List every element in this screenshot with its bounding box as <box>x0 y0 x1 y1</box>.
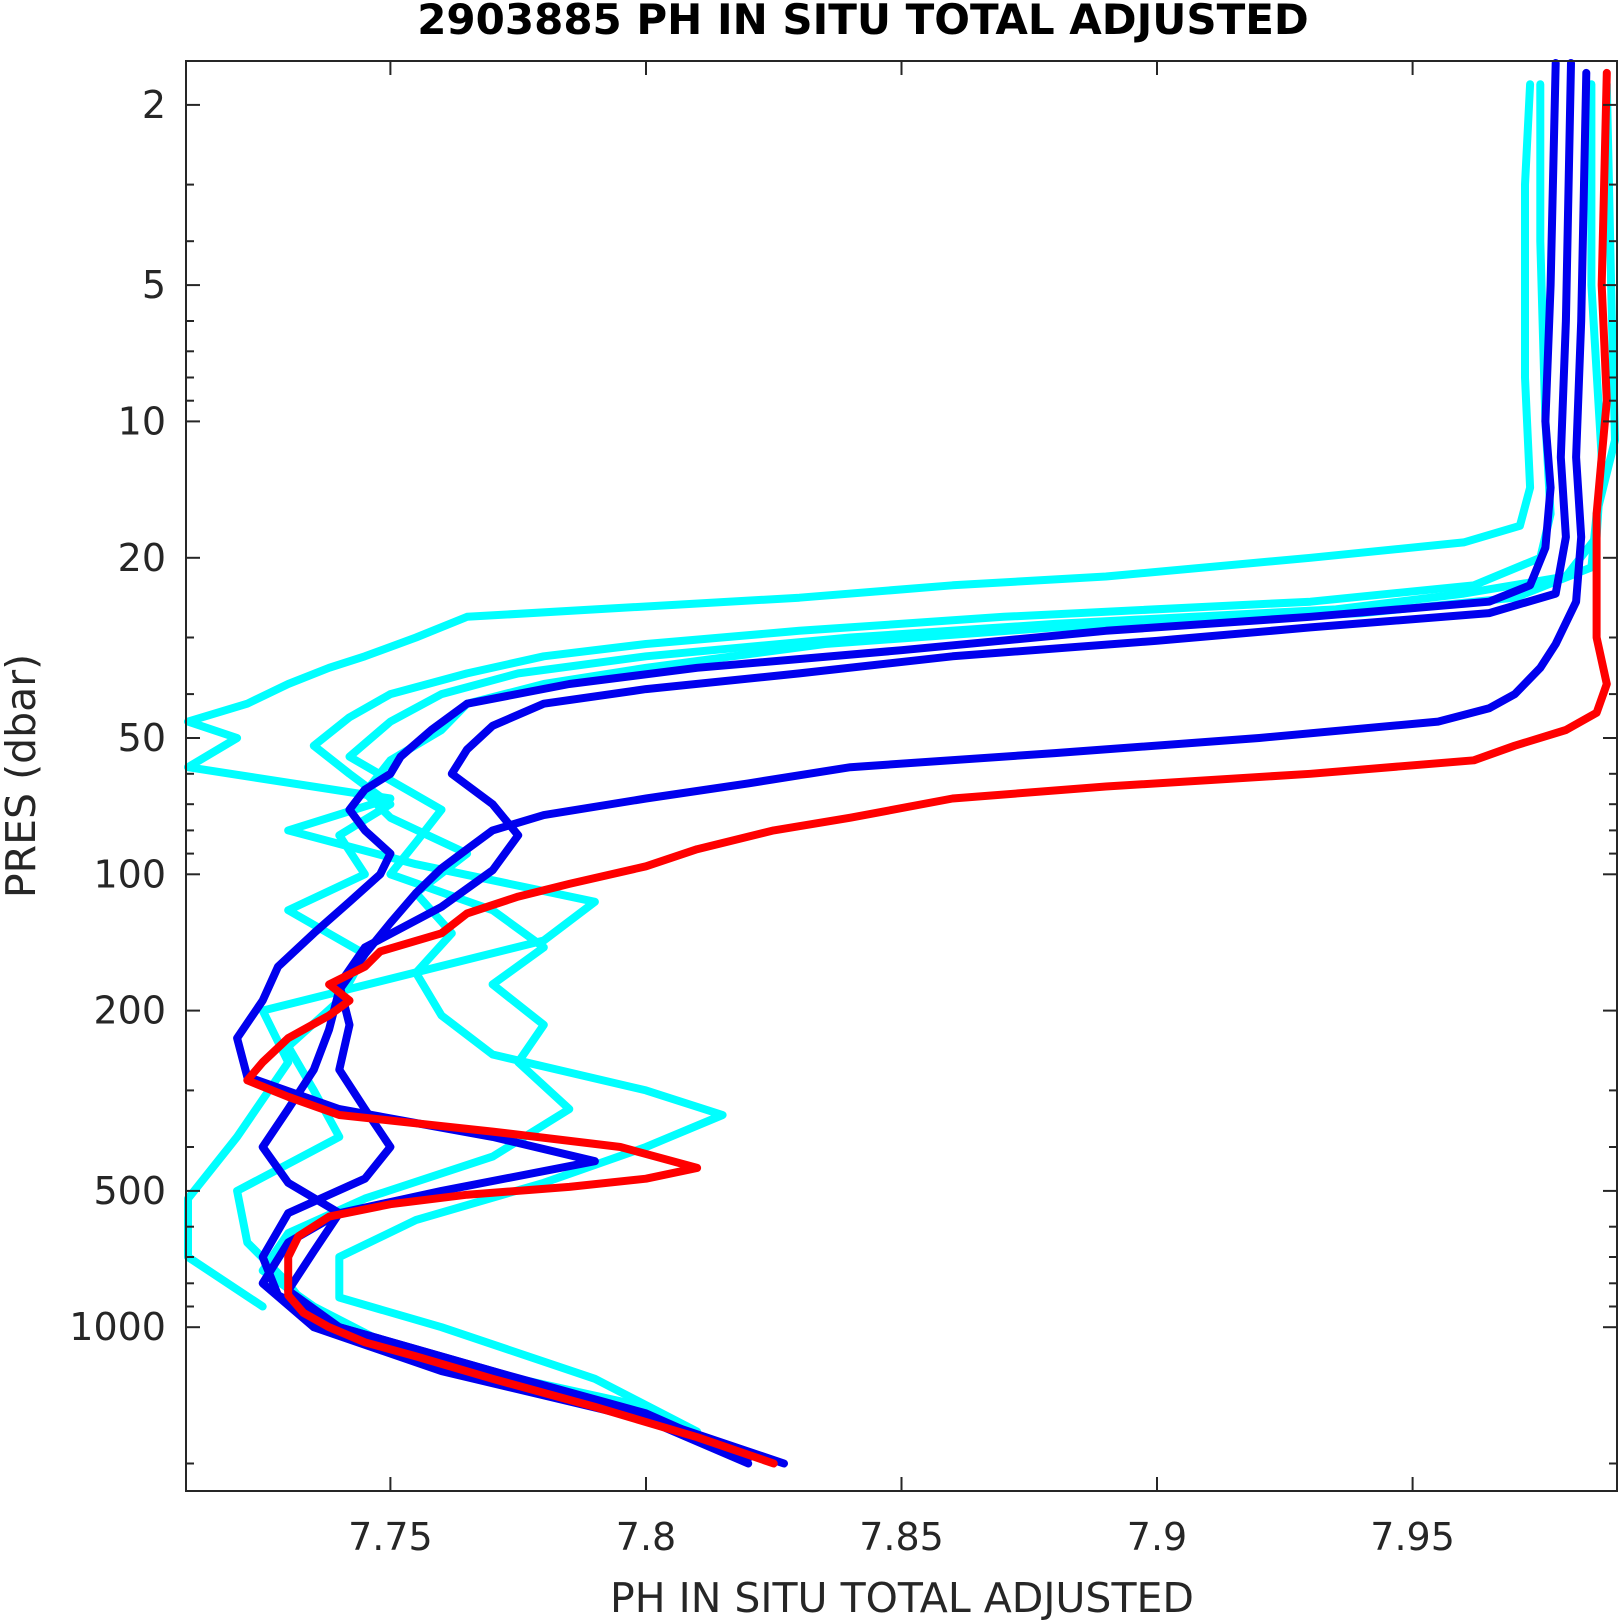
y-tick-labels: 2 5 10 20 50 100 200 500 1000 <box>69 83 166 1349</box>
y-tick-label: 500 <box>93 1169 166 1213</box>
series-line-1 <box>184 80 1535 1311</box>
x-axis-label: PH IN SITU TOTAL ADJUSTED <box>610 1574 1194 1622</box>
chart-title: 2903885 PH IN SITU TOTAL ADJUSTED <box>417 0 1309 44</box>
series-line-3 <box>258 80 1606 1411</box>
y-tick-label: 2 <box>142 83 166 127</box>
series-layer <box>184 59 1619 1468</box>
series-line-6 <box>258 59 1575 1468</box>
plot-frame <box>185 60 1618 1492</box>
series-line-8 <box>243 68 1611 1468</box>
x-tick-label: 7.8 <box>616 1515 676 1559</box>
y-tick-label: 10 <box>118 399 166 443</box>
y-tick-label: 1000 <box>69 1305 166 1349</box>
x-tick-labels: 7.75 7.8 7.85 7.9 7.95 <box>348 1515 1455 1559</box>
y-tick-label: 50 <box>118 716 166 760</box>
y-axis-label: PRES (dbar) <box>0 654 45 898</box>
x-tick-label: 7.75 <box>348 1515 433 1559</box>
x-tick-label: 7.85 <box>859 1515 944 1559</box>
series-line-7 <box>258 68 1591 1463</box>
x-tick-label: 7.9 <box>1127 1515 1187 1559</box>
y-tick-label: 100 <box>93 852 166 896</box>
x-tick-label: 7.95 <box>1370 1515 1455 1559</box>
y-tick-label: 20 <box>118 536 166 580</box>
tick-layer <box>186 61 1617 1491</box>
y-tick-label: 200 <box>93 989 166 1033</box>
y-tick-label: 5 <box>142 263 166 307</box>
